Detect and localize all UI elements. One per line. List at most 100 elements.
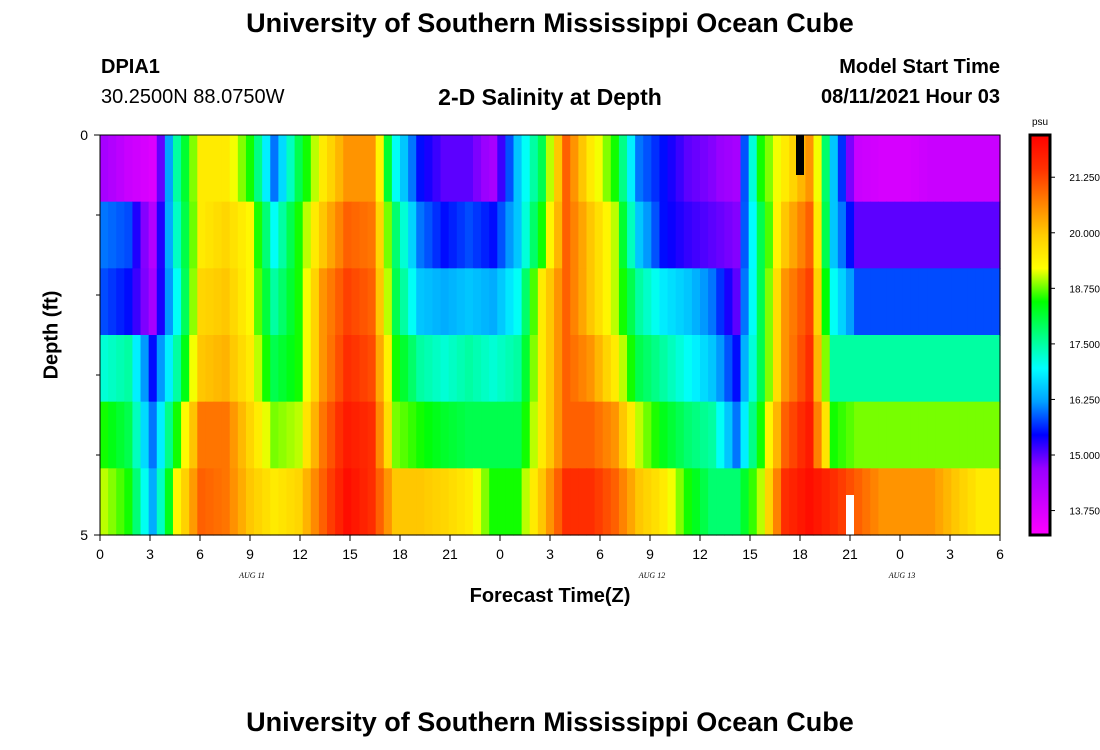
heatmap-cell — [927, 401, 936, 469]
colorbar-tick-label: 13.750 — [1069, 507, 1100, 518]
heatmap-cell — [197, 401, 207, 469]
heatmap-cell — [959, 201, 969, 269]
heatmap-cell — [667, 335, 677, 403]
heatmap-cell — [943, 201, 952, 269]
heatmap-cell — [294, 201, 304, 269]
heatmap-cell — [724, 268, 734, 336]
heatmap-cell — [391, 401, 401, 469]
heatmap-cell — [991, 201, 1001, 269]
heatmap-cell — [189, 468, 198, 536]
colorbar-units: psu — [1032, 117, 1048, 128]
heatmap-cell — [529, 268, 539, 336]
heatmap-cell — [854, 201, 863, 269]
heatmap-cell — [570, 468, 579, 536]
colorbar-tick-label: 18.750 — [1069, 284, 1100, 295]
heatmap-cell — [521, 201, 531, 269]
heatmap-cell — [116, 135, 125, 203]
heatmap-cell — [618, 468, 628, 536]
heatmap-cell — [959, 335, 969, 403]
heatmap-cell — [878, 401, 888, 469]
heatmap-cell — [910, 135, 920, 203]
x-tick-label: 18 — [792, 546, 808, 562]
heatmap-cell — [894, 468, 904, 536]
heatmap-cell — [829, 468, 839, 536]
heatmap-cell — [132, 135, 142, 203]
heatmap-cell — [318, 201, 328, 269]
heatmap-cell — [594, 468, 604, 536]
heatmap-cell — [983, 335, 993, 403]
colorbar-tick-label: 16.250 — [1069, 395, 1100, 406]
heatmap-cell — [562, 468, 571, 536]
heatmap-cell — [821, 401, 831, 469]
heatmap-cell — [440, 335, 450, 403]
heatmap-cell — [967, 268, 977, 336]
heatmap-cell — [716, 135, 725, 203]
heatmap-cell — [432, 268, 442, 336]
heatmap-cell — [505, 335, 515, 403]
y-axis: 05 — [80, 127, 100, 543]
heatmap-cell — [821, 468, 831, 536]
heatmap-cell — [789, 201, 798, 269]
heatmap-cell — [927, 468, 936, 536]
heatmap-cell — [578, 401, 588, 469]
heatmap-cell — [456, 201, 466, 269]
heatmap-cell — [943, 401, 952, 469]
heatmap-cell — [756, 268, 766, 336]
heatmap-cell — [278, 268, 288, 336]
x-tick-label: 0 — [96, 546, 104, 562]
heatmap-cell — [140, 135, 150, 203]
heatmap-cell — [100, 401, 109, 469]
heatmap-cell — [902, 201, 912, 269]
heatmap-cell — [675, 401, 685, 469]
heatmap-cell — [748, 401, 758, 469]
heatmap-cell — [586, 201, 596, 269]
heatmap-cell — [245, 401, 255, 469]
heatmap-cell — [740, 201, 750, 269]
heatmap-cell — [610, 201, 620, 269]
heatmap-cell — [732, 268, 742, 336]
heatmap-cell — [537, 135, 547, 203]
heatmap-cell — [245, 268, 255, 336]
heatmap-cell — [886, 135, 896, 203]
heatmap-cell — [432, 401, 442, 469]
heatmap-cell — [724, 201, 734, 269]
heatmap-cell — [302, 401, 312, 469]
heatmap-cell — [245, 468, 255, 536]
heatmap-cell — [164, 468, 174, 536]
heatmap-cell — [164, 335, 174, 403]
y-tick-label: 5 — [80, 527, 88, 543]
heatmap-cell — [748, 201, 758, 269]
heatmap-cell — [829, 201, 839, 269]
heatmap-cell — [910, 201, 920, 269]
heatmap-cell — [618, 268, 628, 336]
heatmap-cell — [951, 135, 961, 203]
heatmap-cell — [927, 201, 936, 269]
heatmap-cell — [910, 401, 920, 469]
heatmap-cell — [383, 335, 393, 403]
heatmap-cell — [408, 201, 417, 269]
heatmap-cell — [327, 335, 336, 403]
heatmap-cell — [424, 135, 434, 203]
heatmap-cell — [772, 335, 782, 403]
x-tick-label: 9 — [246, 546, 254, 562]
x-axis-label: Forecast Time(Z) — [469, 585, 631, 607]
heatmap-cell — [456, 468, 466, 536]
heatmap-cell — [189, 201, 198, 269]
x-tick-label: 12 — [292, 546, 308, 562]
heatmap-cell — [854, 268, 863, 336]
heatmap-cell — [635, 401, 644, 469]
heatmap-cells — [100, 135, 1001, 536]
heatmap-cell — [270, 401, 279, 469]
heatmap-cell — [886, 401, 896, 469]
heatmap-cell — [278, 468, 288, 536]
heatmap-cell — [156, 468, 166, 536]
heatmap-cell — [100, 135, 109, 203]
heatmap-cell — [489, 135, 498, 203]
heatmap-cell — [432, 468, 442, 536]
heatmap-cell — [740, 468, 750, 536]
heatmap-cell — [594, 201, 604, 269]
heatmap-cell — [570, 401, 579, 469]
heatmap-cell — [675, 268, 685, 336]
heatmap-cell — [927, 268, 936, 336]
heatmap-cell — [489, 268, 498, 336]
